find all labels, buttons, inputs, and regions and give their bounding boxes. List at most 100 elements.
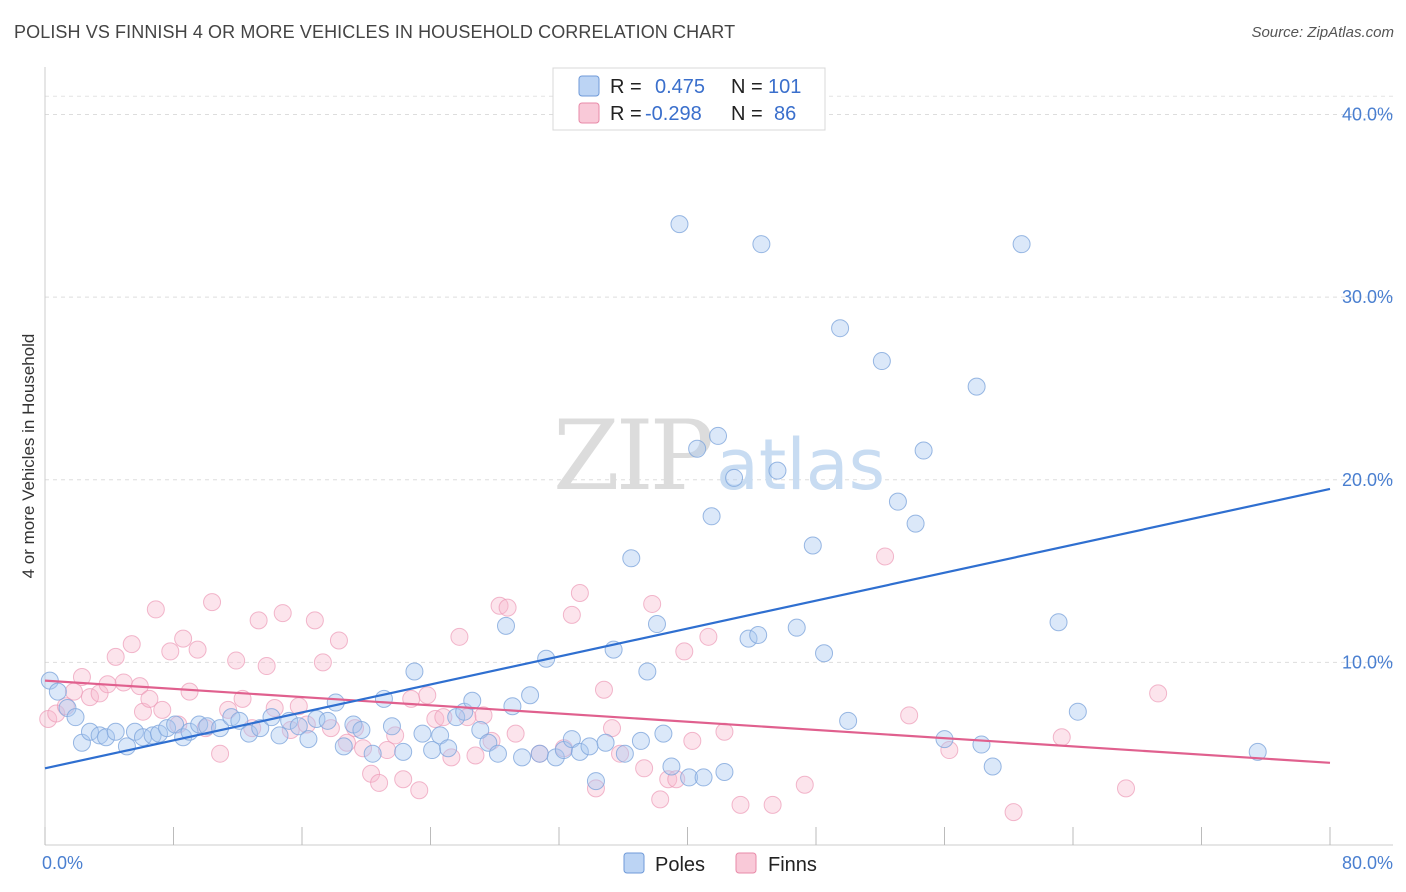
poles-point bbox=[638, 662, 657, 681]
poles-point bbox=[702, 507, 721, 526]
finns-point bbox=[498, 598, 517, 617]
finns-point bbox=[337, 733, 356, 752]
finns-point bbox=[106, 647, 125, 666]
poles-n-value: 101 bbox=[768, 76, 801, 98]
poles-point bbox=[562, 730, 581, 749]
poles-point bbox=[513, 748, 532, 767]
y-tick-labels: 10.0% 20.0% 30.0% 40.0% bbox=[1342, 105, 1393, 673]
finns-point bbox=[940, 741, 959, 760]
poles-series-swatch bbox=[623, 852, 645, 874]
poles-point bbox=[615, 744, 634, 763]
finns-point bbox=[594, 680, 613, 699]
finns-point bbox=[876, 547, 895, 566]
finns-point bbox=[586, 779, 605, 798]
finns-point bbox=[80, 688, 99, 707]
poles-point bbox=[570, 742, 589, 761]
finns-point bbox=[731, 795, 750, 814]
watermark: ZIP atlas bbox=[553, 400, 885, 512]
x-tick-label-max: 80.0% bbox=[1342, 853, 1393, 873]
poles-point bbox=[749, 625, 768, 644]
poles-point bbox=[394, 742, 413, 761]
finns-point bbox=[474, 706, 493, 725]
poles-point bbox=[839, 711, 858, 730]
poles-point bbox=[166, 715, 185, 734]
poles-point bbox=[872, 352, 891, 371]
poles-point bbox=[1012, 235, 1031, 254]
finns-point bbox=[900, 706, 919, 725]
poles-point bbox=[318, 711, 337, 730]
source-label: Source: ZipAtlas.com bbox=[1251, 24, 1394, 41]
finns-point bbox=[570, 583, 589, 602]
finns-point bbox=[466, 746, 485, 765]
finns-point bbox=[450, 627, 469, 646]
finns-point bbox=[643, 594, 662, 613]
poles-r-label: R = bbox=[610, 76, 642, 98]
y-tick-label: 10.0% bbox=[1342, 652, 1393, 672]
poles-point bbox=[580, 737, 599, 756]
y-axis-label: 4 or more Vehicles in Household bbox=[19, 334, 38, 579]
poles-point bbox=[725, 468, 744, 487]
finns-r-label: R = bbox=[610, 103, 642, 125]
poles-point bbox=[307, 709, 326, 728]
poles-legend-swatch bbox=[578, 75, 600, 97]
poles-point bbox=[647, 615, 666, 634]
poles-point bbox=[967, 377, 986, 396]
poles-point bbox=[688, 439, 707, 458]
finns-point bbox=[434, 708, 453, 727]
finns-point bbox=[683, 731, 702, 750]
poles-point bbox=[106, 722, 125, 741]
poles-point bbox=[363, 744, 382, 763]
poles-point bbox=[326, 693, 345, 712]
poles-point bbox=[289, 717, 308, 736]
finns-point bbox=[715, 722, 734, 741]
finns-point bbox=[174, 629, 193, 648]
finns-point bbox=[635, 759, 654, 778]
finns-point bbox=[651, 790, 670, 809]
y-tick-label: 20.0% bbox=[1342, 470, 1393, 490]
finns-point bbox=[1149, 684, 1168, 703]
poles-point bbox=[439, 739, 458, 758]
poles-point bbox=[405, 662, 424, 681]
finns-point bbox=[562, 605, 581, 624]
poles-point bbox=[431, 726, 450, 745]
finns-point bbox=[410, 781, 429, 800]
finns-point bbox=[394, 770, 413, 789]
x-tick-label-min: 0.0% bbox=[42, 853, 83, 873]
poles-point bbox=[521, 686, 540, 705]
finns-point bbox=[611, 744, 630, 763]
poles-point bbox=[334, 737, 353, 756]
finns-point bbox=[249, 611, 268, 630]
poles-point bbox=[382, 717, 401, 736]
finns-point bbox=[1117, 779, 1136, 798]
poles-series-label: Poles bbox=[655, 854, 705, 876]
poles-point bbox=[352, 720, 371, 739]
poles-point bbox=[413, 724, 432, 743]
poles-point bbox=[662, 757, 681, 776]
poles-trendline bbox=[44, 487, 1331, 770]
poles-point bbox=[239, 724, 258, 743]
poles-point bbox=[299, 730, 318, 749]
finns-point bbox=[313, 653, 332, 672]
finns-point bbox=[763, 795, 782, 814]
y-tick-label: 40.0% bbox=[1342, 105, 1393, 125]
x-tick-marks bbox=[44, 827, 1331, 845]
finns-point bbox=[140, 689, 159, 708]
chart-title: POLISH VS FINNISH 4 OR MORE VEHICLES IN … bbox=[14, 22, 736, 42]
series-legend: Poles Finns bbox=[623, 852, 817, 876]
poles-point bbox=[752, 235, 771, 254]
poles-point bbox=[680, 768, 699, 787]
poles-point bbox=[888, 492, 907, 511]
finns-point bbox=[273, 604, 292, 623]
poles-point bbox=[831, 319, 850, 338]
poles-point bbox=[768, 461, 787, 480]
grid-lines bbox=[45, 95, 1393, 663]
poles-point bbox=[596, 733, 615, 752]
poles-point bbox=[709, 426, 728, 445]
finns-r-value: -0.298 bbox=[645, 103, 702, 125]
finns-series-label: Finns bbox=[768, 854, 817, 876]
finns-point bbox=[378, 741, 397, 760]
finns-point bbox=[211, 744, 230, 763]
poles-point bbox=[715, 762, 734, 781]
poles-point bbox=[423, 741, 442, 760]
